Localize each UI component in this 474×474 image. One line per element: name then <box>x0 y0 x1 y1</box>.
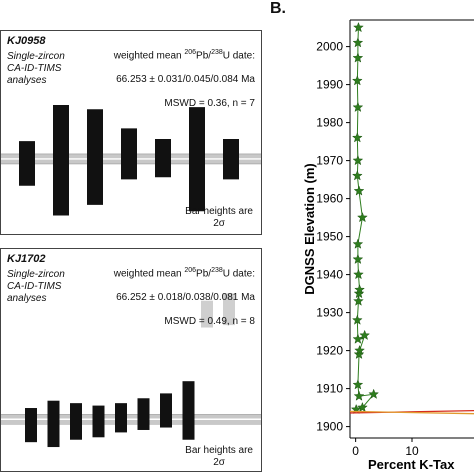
k-tax-point <box>352 238 364 249</box>
analysis-bar <box>137 398 150 430</box>
panel-label-b: B. <box>270 0 286 17</box>
stats-suffix: U date: <box>222 268 255 280</box>
analysis-bar <box>47 400 60 448</box>
y-tick-label: 1910 <box>316 382 343 396</box>
y-tick-label: 2000 <box>316 40 343 54</box>
k-tax-point <box>352 101 364 113</box>
stats-line-1: weighted mean 206Pb/238U date: <box>114 265 255 280</box>
y-tick-label: 1900 <box>316 420 343 434</box>
analysis-bar <box>160 393 172 428</box>
analysis-bar <box>182 381 195 440</box>
stats-mid: Pb/ <box>196 268 212 280</box>
excluded-analysis-bar <box>223 293 235 326</box>
stats-line-2: 66.252 ± 0.018/0.038/0.081 Ma <box>116 292 255 304</box>
kj0958-panel: KJ0958 Single-zircon CA-ID-TIMS analyses… <box>0 30 262 235</box>
y-tick-label: 1930 <box>316 306 343 320</box>
stats-prefix: weighted mean <box>113 50 185 62</box>
excluded-analysis-bar <box>201 300 213 328</box>
method-note: Single-zircon CA-ID-TIMS analyses <box>7 51 65 86</box>
analysis-bar <box>92 405 105 438</box>
stats-sup-2: 238 <box>211 49 223 56</box>
stats-line-1: weighted mean 206Pb/238U date: <box>114 47 255 62</box>
reference-line <box>349 409 474 414</box>
k-tax-point <box>353 390 365 401</box>
k-tax-point <box>352 379 364 390</box>
sample-id: KJ1702 <box>7 253 46 265</box>
k-tax-point <box>352 253 364 265</box>
k-tax-point <box>352 37 364 48</box>
y-tick-label: 1940 <box>316 268 343 282</box>
k-tax-point <box>351 314 363 325</box>
kj0958-rank-plot <box>1 105 261 216</box>
x-tick-label: 10 <box>405 444 419 458</box>
analysis-bar <box>87 109 103 205</box>
k-tax-point <box>353 295 364 306</box>
k-tax-point <box>352 52 364 63</box>
stats-sup-2: 238 <box>211 267 223 274</box>
k-tax-point <box>352 154 364 166</box>
k-tax-point <box>354 344 366 356</box>
analysis-bar <box>121 128 137 180</box>
k-tax-point <box>353 21 364 33</box>
stats-line-3: MSWD = 0.36, n = 7 <box>164 98 255 110</box>
k-tax-point <box>352 333 364 344</box>
stats-suffix: U date: <box>222 50 255 62</box>
k-tax-point <box>351 132 363 143</box>
analysis-bar <box>25 408 37 443</box>
y-axis-label: DGNSS Elevation (m) <box>302 163 317 294</box>
k-tax-point <box>356 211 368 223</box>
k-tax-point <box>351 170 363 181</box>
k-tax-point <box>353 185 365 196</box>
stats-mid: Pb/ <box>196 50 212 62</box>
y-tick-label: 1990 <box>316 78 343 92</box>
analysis-bar <box>19 141 35 186</box>
analysis-bar <box>223 139 239 180</box>
k-tax-point <box>353 287 365 299</box>
analysis-bar <box>155 139 171 178</box>
y-tick-label: 1920 <box>316 344 343 358</box>
k-tax-point <box>356 401 368 413</box>
weighted-mean-stats: weighted mean 206Pb/238U date: 66.252 ± … <box>114 253 255 340</box>
method-note: Single-zircon CA-ID-TIMS analyses <box>7 269 65 304</box>
k-tax-point <box>354 284 366 295</box>
analysis-bar <box>53 105 69 216</box>
x-tick-label: 0 <box>352 444 359 458</box>
analysis-bar <box>70 403 82 440</box>
kj1702-rank-plot <box>1 293 261 448</box>
y-tick-label: 1960 <box>316 192 343 206</box>
stats-prefix: weighted mean <box>113 268 185 280</box>
x-axis-label: Percent K-Tax <box>368 457 455 472</box>
k-tax-point <box>353 268 364 280</box>
sample-id: KJ0958 <box>7 35 46 47</box>
y-tick-label: 1970 <box>316 154 343 168</box>
bar-height-note: Bar heights are 2σ <box>185 206 253 229</box>
k-tax-point <box>368 388 380 399</box>
stats-line-3: MSWD = 0.49, n = 8 <box>164 316 255 328</box>
bar-height-note: Bar heights are 2σ <box>185 445 253 468</box>
k-tax-elevation-chart: 1900 1910 1920 1930 1940 1950 1960 1970 1980 1990… <box>302 19 474 472</box>
k-tax-point <box>353 348 365 360</box>
k-tax-point <box>351 75 363 86</box>
weighted-mean-stats: weighted mean 206Pb/238U date: 66.253 ± … <box>114 35 255 122</box>
stats-line-2: 66.253 ± 0.031/0.045/0.084 Ma <box>116 74 255 86</box>
analysis-bar <box>115 403 127 433</box>
y-tick-label: 1950 <box>316 230 343 244</box>
stats-sup-1: 206 <box>184 267 197 274</box>
reference-line <box>349 410 474 415</box>
k-tax-point <box>359 329 371 341</box>
y-tick-label: 1980 <box>316 116 343 130</box>
kj1702-panel: KJ1702 Single-zircon CA-ID-TIMS analyses… <box>0 248 262 472</box>
analysis-bar <box>189 107 205 212</box>
stats-sup-1: 206 <box>184 49 197 56</box>
